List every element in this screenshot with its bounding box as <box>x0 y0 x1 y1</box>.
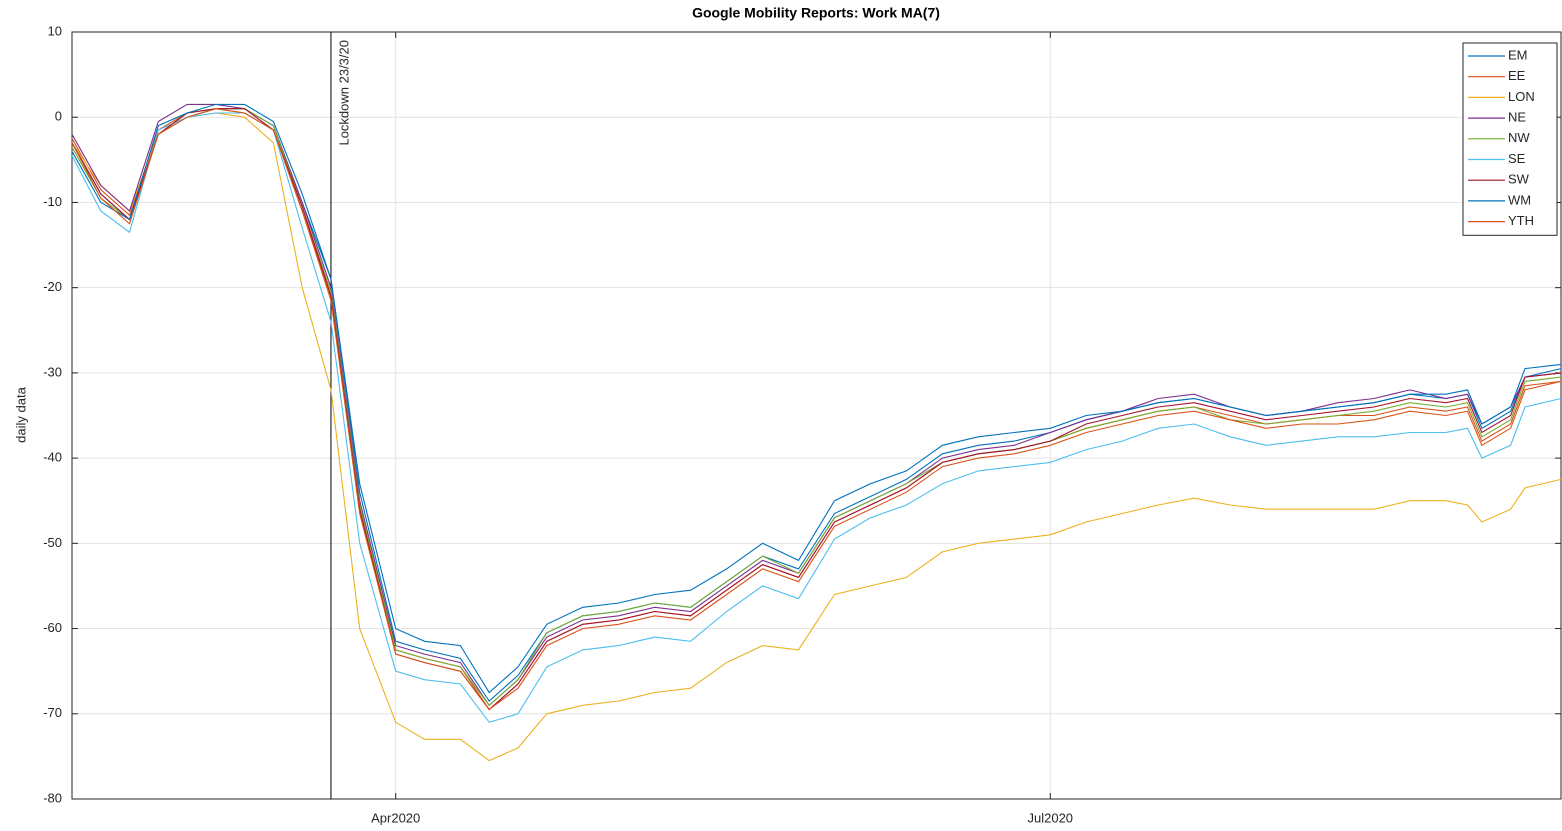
y-tick-label: -70 <box>43 705 62 720</box>
y-axis-label: daily data <box>13 386 28 442</box>
y-tick-label: -10 <box>43 194 62 209</box>
y-tick-label: -50 <box>43 535 62 550</box>
series-line <box>71 112 1562 723</box>
legend: EM EE LON NE NW SE SW WM YTH <box>1462 42 1558 236</box>
legend-label: SW <box>1508 172 1530 187</box>
y-tick-label: -80 <box>43 790 62 805</box>
series-line <box>71 103 1562 694</box>
legend-label: WM <box>1508 192 1531 207</box>
chart-title: Google Mobility Reports: Work MA(7) <box>692 5 940 21</box>
y-tick-label: 10 <box>48 23 62 38</box>
plot-frame <box>71 31 1562 800</box>
y-tick-label: -30 <box>43 364 62 379</box>
legend-label: SE <box>1508 151 1526 166</box>
legend-label: LON <box>1508 89 1535 104</box>
legend-label: EE <box>1508 68 1526 83</box>
series-line <box>71 103 1562 707</box>
legend-label: EM <box>1508 47 1528 62</box>
series-line <box>71 112 1562 762</box>
legend-label: YTH <box>1508 213 1534 228</box>
annotation-text: Lockdown 23/3/20 <box>336 40 351 146</box>
y-tick-label: -20 <box>43 279 62 294</box>
series-line <box>71 108 1562 711</box>
y-tick-label: -40 <box>43 450 62 465</box>
legend-label: NW <box>1508 130 1530 145</box>
series-line <box>71 108 1562 702</box>
y-tick-label: -60 <box>43 620 62 635</box>
series-line <box>71 108 1562 711</box>
x-tick-label: Apr2020 <box>371 810 420 825</box>
x-tick-label: Jul2020 <box>1028 810 1074 825</box>
series-line <box>71 108 1562 711</box>
legend-label: NE <box>1508 110 1526 125</box>
y-tick-label: 0 <box>55 109 62 124</box>
